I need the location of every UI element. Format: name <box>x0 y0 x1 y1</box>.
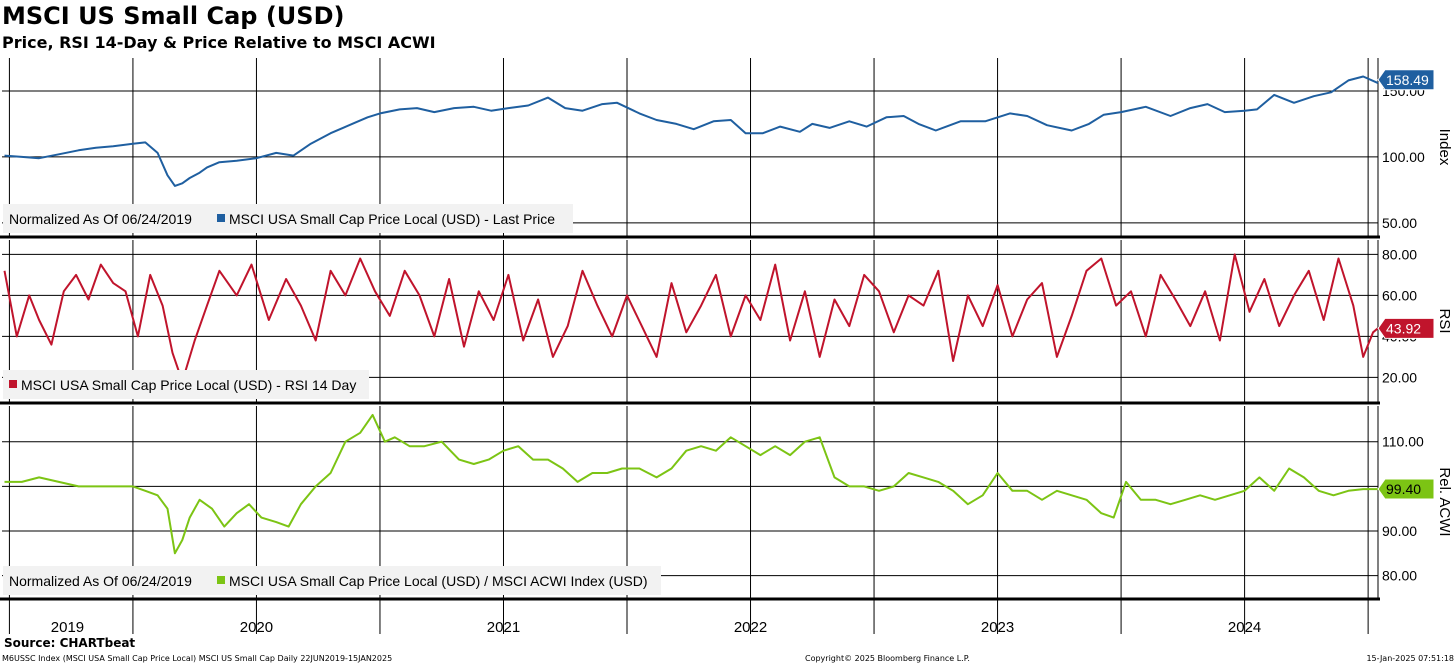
price-series-line <box>4 75 1379 187</box>
x-tick-label: 2024 <box>1228 619 1261 636</box>
rsi-series-line <box>3 253 1379 383</box>
legend-entry: MSCI USA Small Cap Price Local (USD) / M… <box>229 573 648 589</box>
x-tick-label: 2023 <box>981 619 1014 636</box>
last-value-label: 43.92 <box>1386 320 1421 336</box>
last-value-tag <box>1377 317 1435 339</box>
last-value-tag <box>1377 69 1435 91</box>
last-value-label: 99.40 <box>1386 481 1421 497</box>
legend-entry: MSCI USA Small Cap Price Local (USD) - R… <box>21 377 356 393</box>
source-note: Source: CHARTbeat <box>4 636 136 650</box>
chart-title: MSCI US Small Cap (USD) <box>2 2 345 30</box>
last-value-tag <box>1377 478 1435 500</box>
y-axis-label: Rel. ACWI <box>1436 467 1453 536</box>
legend-box <box>3 370 369 399</box>
legend-normalized-text: Normalized As Of 06/24/2019 <box>9 573 192 589</box>
footer-ticker-note: M6USSC Index (MSCI USA Small Cap Price L… <box>2 654 393 663</box>
y-tick-label: 90.00 <box>1382 523 1417 539</box>
x-tick-label: 2022 <box>734 619 767 636</box>
y-tick-label: 100.00 <box>1382 149 1425 165</box>
y-tick-label: 50.00 <box>1382 215 1417 231</box>
chart-subtitle: Price, RSI 14-Day & Price Relative to MS… <box>2 33 436 52</box>
y-axis-label: RSI <box>1436 308 1453 333</box>
y-tick-label: 60.00 <box>1382 287 1417 303</box>
footer-copyright: Copyright© 2025 Bloomberg Finance L.P. <box>805 654 970 663</box>
y-tick-label: 80.00 <box>1382 246 1417 262</box>
legend-swatch <box>217 214 225 222</box>
y-tick-label: 110.00 <box>1382 434 1424 450</box>
legend-box <box>3 204 573 233</box>
legend-normalized-text: Normalized As Of 06/24/2019 <box>9 211 192 227</box>
y-tick-label: 20.00 <box>1382 369 1417 385</box>
x-tick-label: 2019 <box>51 619 84 636</box>
footer-timestamp: 15-Jan-2025 07:51:18 <box>1366 654 1454 663</box>
x-tick-label: 2021 <box>487 619 520 636</box>
y-axis-label: Index <box>1436 129 1453 166</box>
legend-box <box>3 566 661 595</box>
y-tick-label: 80.00 <box>1382 568 1417 584</box>
legend-swatch <box>9 380 17 388</box>
last-value-label: 158.49 <box>1386 72 1429 88</box>
legend-swatch <box>217 576 225 584</box>
legend-entry: MSCI USA Small Cap Price Local (USD) - L… <box>229 211 555 227</box>
relative-series-line <box>4 413 1378 555</box>
x-tick-label: 2020 <box>240 619 273 636</box>
